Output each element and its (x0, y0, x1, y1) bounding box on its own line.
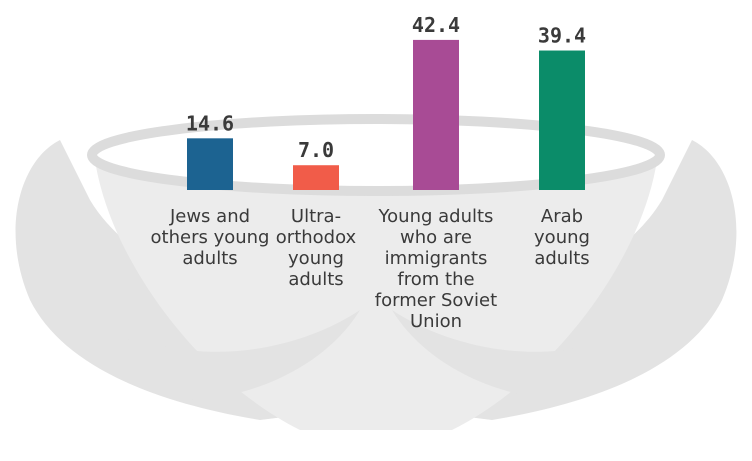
left-fingers (120, 310, 360, 400)
category-label: Young adults who are immigrants from the… (374, 206, 498, 332)
value-label: 7.0 (298, 138, 334, 162)
bowl-rim (87, 114, 665, 196)
bar (293, 165, 339, 190)
category-label: Jews and others young adults (150, 206, 270, 269)
value-label: 39.4 (538, 24, 586, 48)
right-fingers (392, 310, 632, 400)
category-label: Arab young adults (534, 206, 590, 269)
category-label: Ultra-orthodox young adults (275, 206, 357, 290)
bar (539, 50, 585, 190)
illustration (15, 114, 737, 430)
bar (413, 39, 459, 191)
bar (187, 138, 233, 190)
value-label: 42.4 (412, 13, 460, 37)
value-label: 14.6 (186, 111, 234, 135)
